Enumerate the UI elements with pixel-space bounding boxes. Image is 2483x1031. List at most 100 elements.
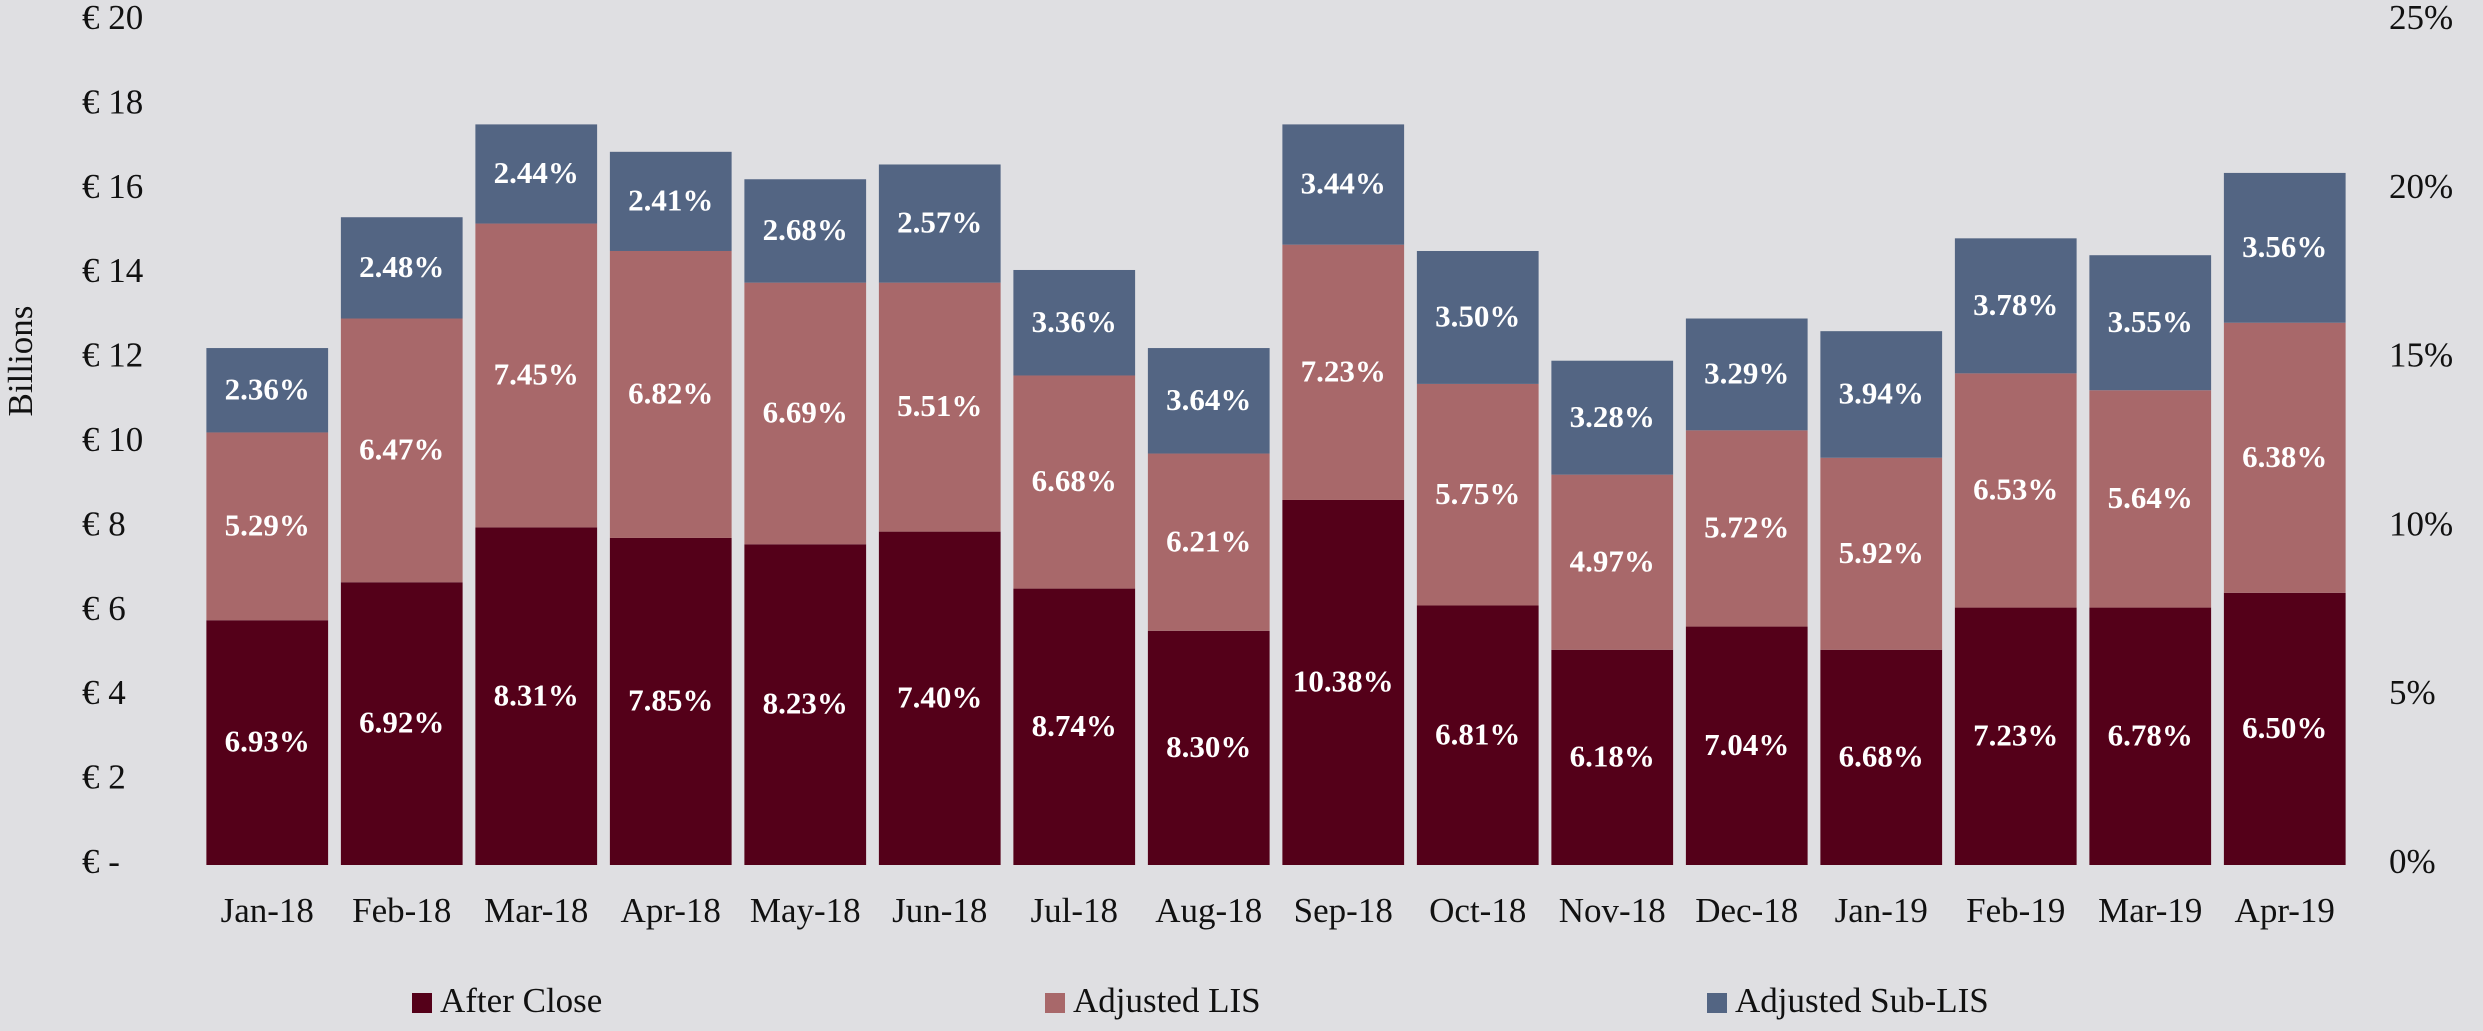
x-tick-label: Apr-18 — [621, 891, 721, 930]
x-tick-label: Dec-18 — [1695, 891, 1798, 930]
bar-segment — [1282, 499, 1405, 865]
y-tick-label: € 20 — [82, 0, 143, 37]
segment-label: 8.74% — [1032, 708, 1117, 743]
segment-label: 5.72% — [1704, 510, 1789, 545]
segment-label: 3.36% — [1032, 304, 1117, 339]
x-tick-label: Jun-18 — [892, 891, 987, 930]
bar-segment — [878, 164, 1001, 283]
x-tick-label: Mar-18 — [484, 891, 588, 930]
segment-label: 6.78% — [2108, 717, 2193, 752]
y-tick-label: € 2 — [82, 758, 126, 797]
segment-label: 6.82% — [628, 376, 713, 411]
bar-segment — [340, 217, 463, 319]
bar-segment — [1820, 331, 1943, 458]
segment-label: 7.85% — [628, 683, 713, 718]
segment-label: 2.57% — [897, 205, 982, 240]
bar-segment — [1820, 457, 1943, 650]
segment-label: 2.68% — [763, 212, 848, 247]
segment-label: 8.31% — [494, 677, 579, 712]
segment-label: 8.30% — [1166, 729, 1251, 764]
segment-label: 7.23% — [1301, 353, 1386, 388]
bar-segment — [1820, 649, 1943, 865]
segment-label: 6.18% — [1570, 738, 1655, 773]
bar-segment — [1954, 607, 2077, 865]
bar-segment — [1954, 238, 2077, 374]
segment-label: 7.45% — [494, 357, 579, 392]
segment-label: 6.53% — [1973, 472, 2058, 507]
bar-segment — [609, 250, 732, 538]
segment-label: 3.56% — [2242, 229, 2327, 264]
segment-label: 3.50% — [1435, 299, 1520, 334]
segment-label: 3.64% — [1166, 382, 1251, 417]
y-tick-label: € 10 — [82, 420, 143, 459]
bar-segment — [2089, 607, 2212, 865]
x-tick-label: Apr-19 — [2235, 891, 2335, 930]
bar-segment — [1147, 453, 1270, 631]
x-tick-label: Feb-18 — [352, 891, 451, 930]
bar-segment — [2089, 390, 2212, 608]
bar-segment — [744, 282, 867, 545]
bar-segment — [1685, 430, 1808, 627]
y2-tick-label: 5% — [2389, 673, 2436, 712]
y-tick-label: € 8 — [82, 504, 126, 543]
bar-segment — [878, 531, 1001, 865]
segment-label: 2.41% — [628, 183, 713, 218]
segment-label: 2.44% — [494, 155, 579, 190]
segment-label: 6.81% — [1435, 716, 1520, 751]
segment-label: 7.04% — [1704, 727, 1789, 762]
bar-segment — [340, 318, 463, 583]
bar-segment — [1551, 360, 1674, 475]
bar-segment — [475, 223, 598, 528]
y-tick-label: € - — [82, 842, 120, 881]
segment-label: 5.29% — [225, 507, 310, 542]
bar-segment — [2089, 255, 2212, 391]
bar-segment — [2223, 322, 2346, 593]
bar-segment — [1282, 124, 1405, 245]
bar-segment — [878, 282, 1001, 532]
y-tick-label: € 4 — [82, 673, 126, 712]
bar-segment — [1282, 244, 1405, 500]
bar-segment — [1147, 630, 1270, 865]
legend-label: Adjusted LIS — [1073, 981, 1261, 1020]
bar-segment — [1551, 474, 1674, 650]
bar-segment — [609, 537, 732, 865]
x-tick-label: Mar-19 — [2098, 891, 2202, 930]
y2-tick-label: 0% — [2389, 842, 2436, 881]
segment-label: 5.92% — [1839, 535, 1924, 570]
y2-tick-label: 25% — [2389, 0, 2453, 37]
bar-segment — [1685, 318, 1808, 431]
legend-swatch — [412, 993, 432, 1013]
y-tick-label: € 16 — [82, 167, 143, 206]
bar-segment — [1954, 373, 2077, 608]
segment-label: 6.68% — [1839, 738, 1924, 773]
x-tick-label: Oct-18 — [1429, 891, 1526, 930]
bar-segment — [744, 179, 867, 283]
segment-label: 6.93% — [225, 724, 310, 759]
segment-label: 6.50% — [2242, 710, 2327, 745]
y2-tick-label: 15% — [2389, 336, 2453, 375]
bar-segment — [206, 348, 329, 433]
bar-segment — [1685, 626, 1808, 865]
bar-segment — [2223, 592, 2346, 865]
segment-label: 7.40% — [897, 679, 982, 714]
segment-label: 2.48% — [359, 249, 444, 284]
x-tick-label: May-18 — [750, 891, 861, 930]
x-tick-label: Sep-18 — [1294, 891, 1393, 930]
y-tick-label: € 6 — [82, 589, 126, 628]
segment-label: 5.51% — [897, 388, 982, 423]
x-tick-label: Jan-18 — [221, 891, 314, 930]
segment-label: 6.69% — [763, 395, 848, 430]
segment-label: 6.38% — [2242, 439, 2327, 474]
bar-segment — [206, 432, 329, 621]
segment-label: 3.78% — [1973, 287, 2058, 322]
segment-label: 3.28% — [1570, 399, 1655, 434]
bar-segment — [206, 620, 329, 865]
legend-swatch — [1707, 993, 1727, 1013]
y2-tick-label: 10% — [2389, 504, 2453, 543]
segment-label: 2.36% — [225, 371, 310, 406]
y-axis-label: Billions — [1, 306, 40, 417]
segment-label: 6.21% — [1166, 523, 1251, 558]
bar-segment — [1013, 375, 1136, 589]
